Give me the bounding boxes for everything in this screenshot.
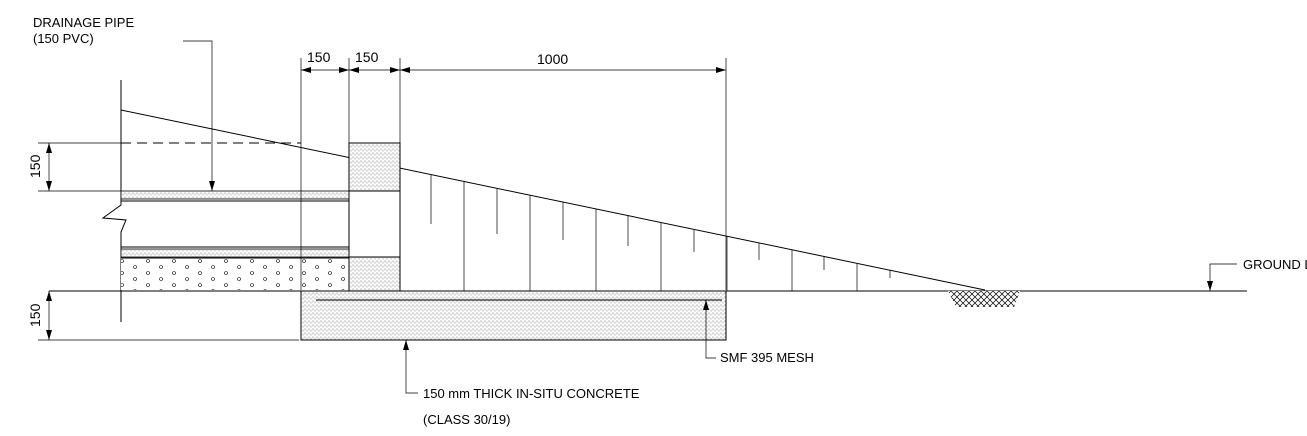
ground-line-leader xyxy=(1207,263,1237,291)
drainage-pipe-label-line1: DRAINAGE PIPE xyxy=(33,15,134,30)
concrete-label-line1: 150 mm THICK IN-SITU CONCRETE xyxy=(423,386,640,401)
ground-soil-hatch xyxy=(948,291,1020,307)
dim-top-third: 1000 xyxy=(537,51,568,67)
dim-top-first: 150 xyxy=(307,49,331,65)
drainage-pipe-label-line2: (150 PVC) xyxy=(33,31,94,46)
toe-wall xyxy=(348,142,401,292)
concrete-slab xyxy=(300,290,727,341)
left-dimensions xyxy=(38,142,299,341)
concrete-leader xyxy=(403,340,418,394)
drainage-pipe xyxy=(120,190,375,258)
dim-top-second: 150 xyxy=(355,49,379,65)
ground-line-label: GROUND LINE xyxy=(1243,257,1307,272)
gravel-bedding xyxy=(121,258,351,290)
mesh-leader xyxy=(703,300,716,359)
top-dimensions xyxy=(300,58,727,290)
slope-line xyxy=(120,109,986,291)
concrete-label-line2: (CLASS 30/19) xyxy=(423,412,510,427)
dim-left-lower: 150 xyxy=(27,303,43,327)
drainage-pipe-leader xyxy=(183,40,215,191)
slope-ticks xyxy=(430,175,891,291)
mesh-label: SMF 395 MESH xyxy=(720,350,814,365)
dim-left-upper: 150 xyxy=(27,154,43,178)
